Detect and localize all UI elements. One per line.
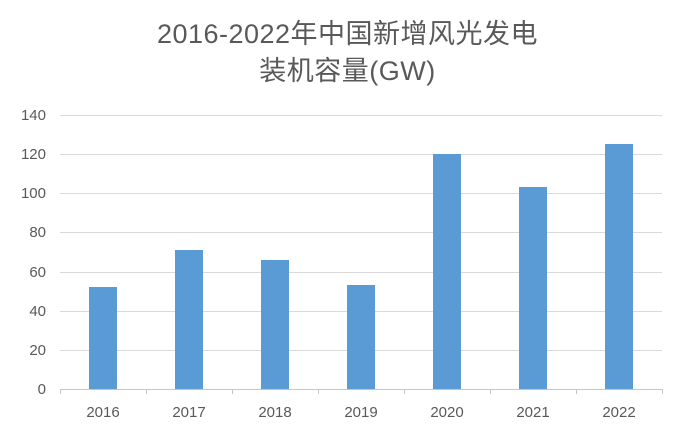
gridline-120 (60, 154, 662, 155)
x-axis-tick (490, 390, 491, 394)
x-axis-line (60, 389, 663, 390)
x-axis-label-2020: 2020 (430, 404, 464, 421)
chart-title-line2: 装机容量(GW) (259, 56, 436, 86)
y-axis-tick-label: 40 (29, 303, 46, 320)
y-axis-tick-label: 140 (20, 107, 46, 124)
chart-title-line1: 2016-2022年中国新增风光发电 (156, 19, 539, 49)
y-axis-tick-label: 20 (29, 342, 46, 359)
y-axis-tick-label: 120 (20, 146, 46, 163)
bar-2018 (261, 260, 289, 389)
gridline-140 (60, 115, 662, 116)
x-axis-tick (576, 390, 577, 394)
bar-2021 (519, 187, 547, 389)
y-axis-tick-label: 60 (29, 264, 46, 281)
x-axis-tick (146, 390, 147, 394)
x-axis-tick (404, 390, 405, 394)
gridline-80 (60, 232, 662, 233)
bar-2016 (89, 287, 117, 389)
bar-2017 (175, 250, 203, 389)
gridline-100 (60, 193, 662, 194)
x-axis-label-2018: 2018 (258, 404, 292, 421)
bar-2020 (433, 154, 461, 389)
bar-2022 (605, 144, 633, 389)
x-axis-label-2022: 2022 (602, 404, 636, 421)
x-axis-label-2016: 2016 (86, 404, 120, 421)
y-axis-tick-label: 0 (37, 381, 46, 398)
chart-title: 2016-2022年中国新增风光发电 装机容量(GW) (10, 16, 683, 90)
x-axis-tick (662, 390, 663, 394)
x-axis-tick (60, 390, 61, 394)
x-axis-label-2021: 2021 (516, 404, 550, 421)
y-axis-tick-label: 80 (29, 224, 46, 241)
x-axis-label-2019: 2019 (344, 404, 378, 421)
x-axis-tick (232, 390, 233, 394)
y-axis-tick-label: 100 (20, 185, 46, 202)
x-axis-tick (318, 390, 319, 394)
gridline-60 (60, 272, 662, 273)
bar-2019 (347, 285, 375, 389)
x-axis-label-2017: 2017 (172, 404, 206, 421)
